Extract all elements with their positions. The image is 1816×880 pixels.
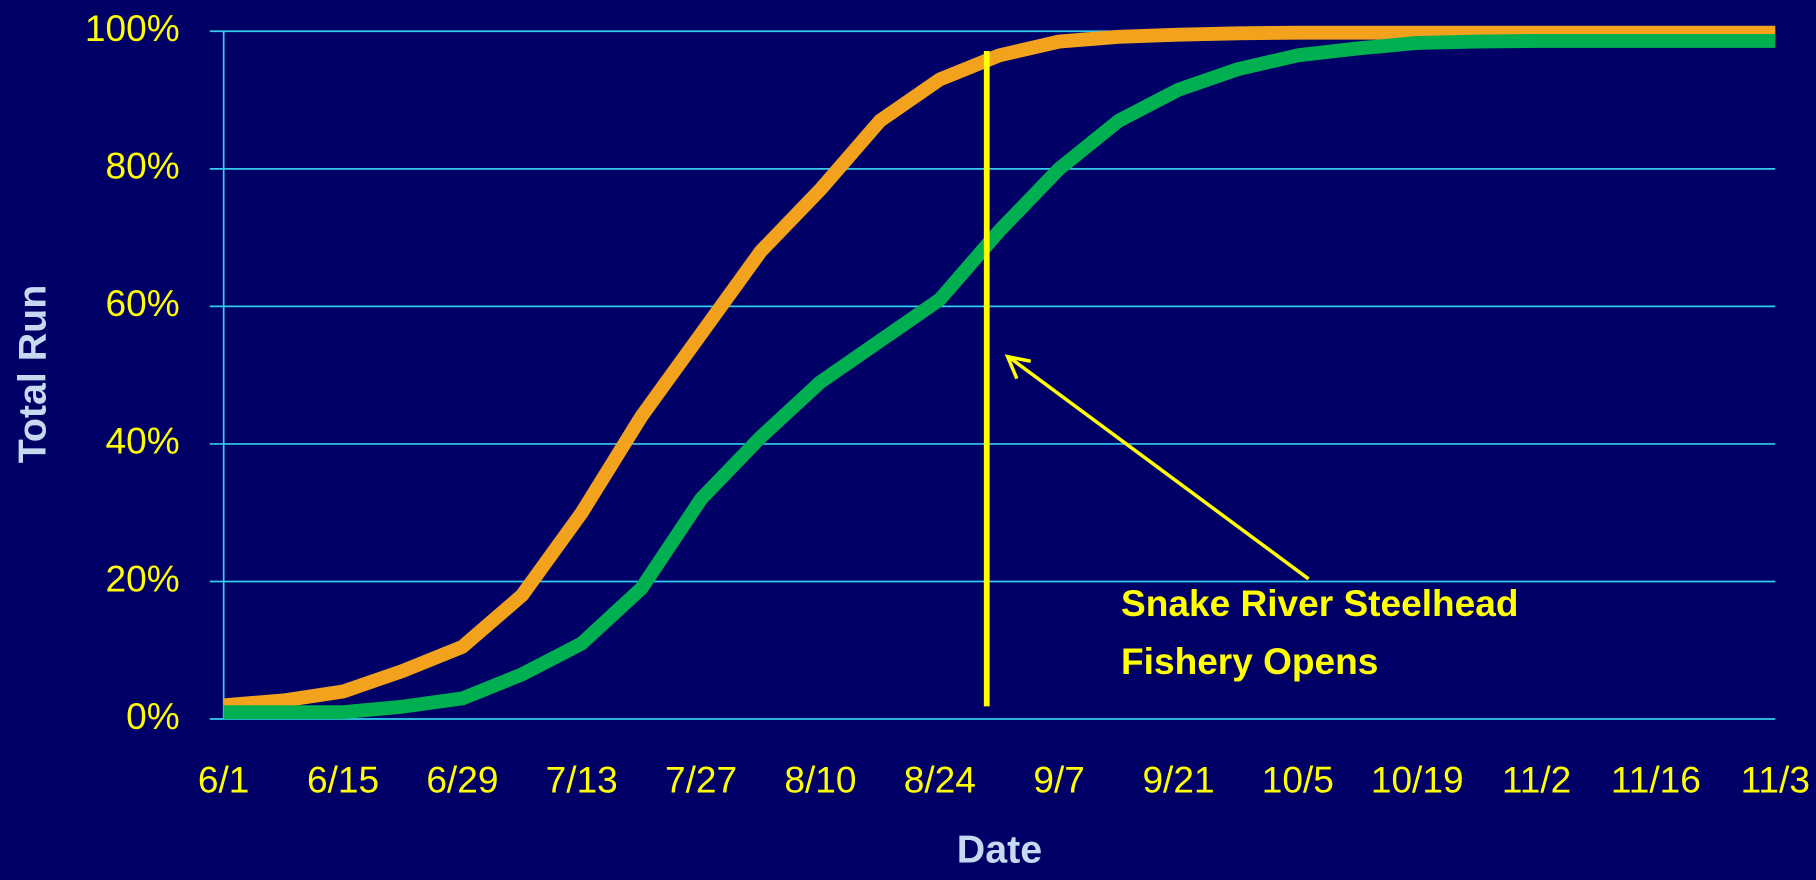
- annotation: Snake River Steelhead: [1121, 582, 1518, 624]
- y-tick-label: 0%: [126, 695, 180, 737]
- x-tick-label: 6/1: [198, 759, 250, 801]
- annotation: Fishery Opens: [1121, 640, 1378, 682]
- y-axis-title: Total Run: [10, 285, 54, 464]
- x-tick-label: 10/19: [1371, 759, 1464, 801]
- y-tick-label: 40%: [106, 420, 180, 462]
- y-tick-label: 20%: [106, 557, 180, 599]
- series-line: [223, 25, 1776, 713]
- x-tick-label: 9/7: [1033, 759, 1085, 801]
- x-tick-label: 8/24: [904, 759, 976, 801]
- x-tick-label: 6/15: [307, 759, 379, 801]
- lines: [223, 25, 1776, 720]
- y-tick-label: 60%: [106, 282, 180, 324]
- arrow: [1008, 356, 1310, 581]
- x-tick-label: 11/2: [1502, 759, 1571, 801]
- grid: 0% 20% 40% 60% 80% 100% 6/1 6/15 6/29 7/13 7/27 8/1…: [85, 7, 1810, 800]
- y-tick-label: 100%: [85, 7, 180, 49]
- x-tick-label: 9/21: [1142, 759, 1214, 801]
- arrow-head: [1004, 354, 1032, 380]
- x-tick-label: 7/27: [665, 759, 737, 801]
- x-tick-label: 11/16: [1611, 759, 1701, 801]
- x-tick-label: 10/5: [1262, 759, 1334, 801]
- x-tick-label: 7/13: [546, 759, 618, 801]
- y-tick-label: 80%: [106, 145, 180, 187]
- x-axis-title: Date: [957, 828, 1042, 872]
- series-line: [223, 33, 1776, 720]
- x-tick-label: 11/3: [1741, 759, 1810, 801]
- x-tick-label: 6/29: [426, 759, 498, 801]
- x-tick-label: 8/10: [784, 759, 856, 801]
